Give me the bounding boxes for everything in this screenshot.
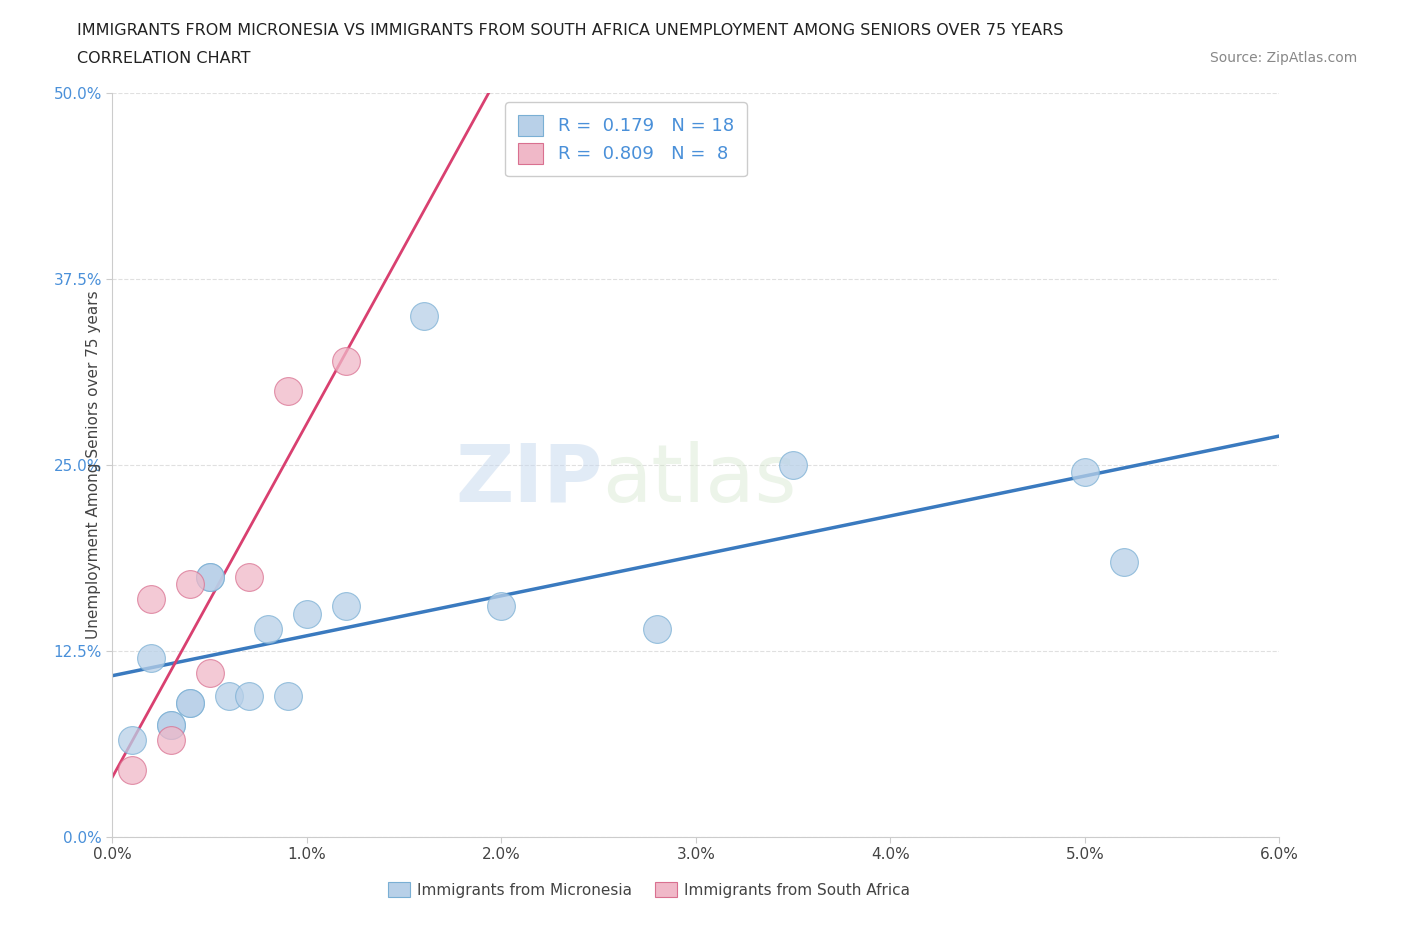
Point [1074,465,1097,480]
Point [645,621,668,636]
Point [295,606,318,621]
Point [335,599,357,614]
Y-axis label: Unemployment Among Seniors over 75 years: Unemployment Among Seniors over 75 years [86,291,101,639]
Text: CORRELATION CHART: CORRELATION CHART [77,51,250,66]
Text: Source: ZipAtlas.com: Source: ZipAtlas.com [1209,51,1357,65]
Point [179,696,201,711]
Point [198,666,221,681]
Point [218,688,240,703]
Point [782,458,804,472]
Text: IMMIGRANTS FROM MICRONESIA VS IMMIGRANTS FROM SOUTH AFRICA UNEMPLOYMENT AMONG SE: IMMIGRANTS FROM MICRONESIA VS IMMIGRANTS… [77,23,1064,38]
Point [238,569,260,584]
Text: atlas: atlas [603,441,797,519]
Point [412,309,434,324]
Point [179,577,201,591]
Point [238,688,260,703]
Point [335,353,357,368]
Point [121,733,143,748]
Point [257,621,280,636]
Point [198,569,221,584]
Point [141,591,163,606]
Point [160,718,183,733]
Point [1112,554,1135,569]
Point [141,651,163,666]
Point [160,733,183,748]
Text: ZIP: ZIP [456,441,603,519]
Point [276,688,298,703]
Point [121,763,143,777]
Point [198,569,221,584]
Point [179,696,201,711]
Point [160,718,183,733]
Point [276,383,298,398]
Point [491,599,513,614]
Legend: Immigrants from Micronesia, Immigrants from South Africa: Immigrants from Micronesia, Immigrants f… [382,875,917,904]
